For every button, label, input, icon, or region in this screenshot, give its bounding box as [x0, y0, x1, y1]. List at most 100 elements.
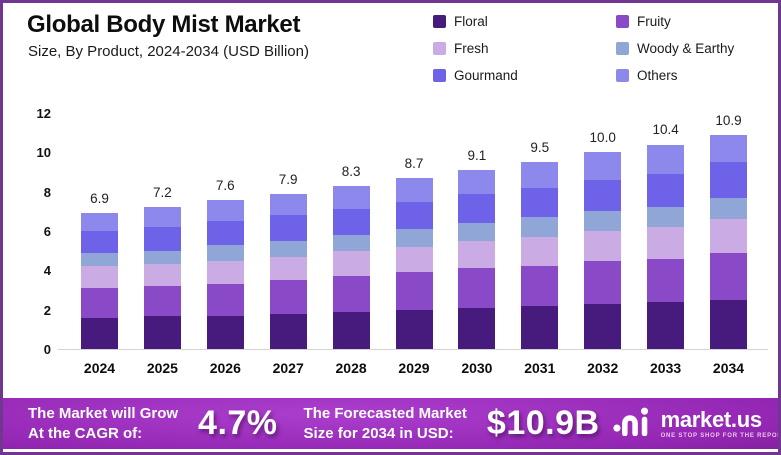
legend-item-label: Woody & Earthy — [637, 40, 735, 56]
stacked-bar-2029 — [395, 177, 433, 349]
marketus-logo: market.us ONE STOP SHOP FOR THE REPORTS — [612, 406, 778, 441]
stacked-bar-2033 — [647, 144, 685, 349]
legend-swatch-others — [616, 68, 629, 82]
bar-value-label-2031: 9.5 — [530, 140, 550, 156]
bar-value-label-2025: 7.2 — [153, 185, 172, 201]
bar-segment-gourmand — [710, 162, 747, 198]
bar-value-label-2034: 10.9 — [715, 112, 742, 128]
bar-segment-fruity — [269, 280, 307, 314]
y-tick-label-4: 4 — [43, 263, 51, 279]
bar-segment-gourmand — [81, 231, 118, 253]
stacked-bar-2034 — [710, 134, 747, 349]
bar-segment-floral — [81, 317, 118, 349]
bar-segment-woody-earthy — [710, 197, 747, 220]
bar-segment-woody-earthy — [332, 234, 370, 251]
stacked-bar-2024 — [81, 213, 118, 349]
stacked-bar-2030 — [458, 170, 496, 349]
cagr-label: The Market will Grow At the CAGR of: — [28, 404, 178, 443]
legend-item-label: Fruity — [637, 13, 671, 29]
bar-segment-others — [710, 134, 747, 163]
x-axis-label-2026: 2026 — [209, 360, 241, 376]
bar-segment-fresh — [332, 250, 370, 277]
bar-segment-gourmand — [647, 174, 685, 208]
bar-segment-fruity — [143, 286, 181, 316]
bar-segment-woody-earthy — [521, 217, 559, 237]
x-axis-label-2034: 2034 — [712, 360, 745, 376]
bar-segment-gourmand — [206, 221, 244, 245]
y-tick-label-10: 10 — [36, 145, 51, 161]
bar-segment-fresh — [269, 256, 307, 281]
bar-value-label-2029: 8.7 — [404, 155, 424, 171]
legend-item-label: Others — [637, 67, 678, 83]
bar-segment-gourmand — [521, 187, 559, 218]
x-axis-label-2024: 2024 — [83, 360, 116, 376]
bar-segment-others — [81, 213, 118, 232]
bar-segment-others — [332, 185, 370, 210]
bar-segment-fruity — [332, 276, 370, 312]
bar-segment-fruity — [647, 258, 685, 302]
marketus-logo-tagline: ONE STOP SHOP FOR THE REPORTS — [660, 432, 778, 439]
bar-segment-others — [521, 162, 559, 188]
bar-segment-fresh — [143, 264, 181, 287]
bar-segment-others — [206, 199, 244, 222]
x-axis-label-2025: 2025 — [146, 360, 178, 376]
bar-value-label-2032: 10.0 — [589, 130, 616, 146]
bar-segment-floral — [206, 315, 244, 349]
bar-value-label-2028: 8.3 — [341, 163, 361, 179]
bar-segment-others — [458, 170, 496, 194]
legend-item-floral: Floral — [433, 12, 616, 30]
bar-segment-gourmand — [584, 179, 622, 212]
legend-item-woody-earthy: Woody & Earthy — [616, 39, 768, 57]
page-title: Global Body Mist Market — [27, 11, 301, 38]
bar-segment-floral — [647, 301, 685, 349]
legend-swatch-gourmand — [433, 68, 446, 82]
bar-segment-woody-earthy — [269, 240, 307, 257]
bar-segment-fruity — [81, 288, 118, 318]
legend-swatch-fruity — [616, 14, 629, 28]
cagr-banner: The Market will Grow At the CAGR of: 4.7… — [3, 398, 778, 449]
legend-item-label: Floral — [454, 13, 488, 29]
x-axis-line — [58, 349, 768, 350]
legend-swatch-fresh — [433, 41, 446, 55]
bar-segment-floral — [521, 305, 559, 349]
bar-segment-gourmand — [395, 201, 433, 230]
legend-item-fruity: Fruity — [616, 12, 768, 30]
bar-segment-floral — [332, 311, 370, 349]
forecast-label: The Forecasted Market Size for 2034 in U… — [304, 404, 467, 443]
x-axis-label-2029: 2029 — [398, 360, 430, 376]
bar-segment-others — [269, 193, 307, 216]
legend-item-label: Fresh — [454, 40, 489, 56]
x-axis-label-2032: 2032 — [587, 360, 619, 376]
bar-segment-floral — [584, 303, 622, 349]
stacked-bar-2028 — [332, 185, 370, 349]
forecast-label-line1: The Forecasted Market — [303, 405, 467, 422]
y-tick-label-8: 8 — [43, 184, 51, 200]
bar-segment-fruity — [710, 252, 747, 300]
bar-segment-floral — [143, 315, 181, 349]
x-axis-label-2028: 2028 — [335, 360, 367, 376]
legend-swatch-floral — [433, 14, 446, 28]
bar-segment-fresh — [81, 266, 118, 289]
bar-segment-floral — [710, 299, 747, 349]
stacked-bar-2031 — [521, 162, 559, 349]
bar-segment-woody-earthy — [458, 223, 496, 241]
bar-segment-fresh — [521, 236, 559, 267]
bar-segment-floral — [395, 309, 433, 349]
x-axis-label-2030: 2030 — [461, 360, 493, 376]
bar-segment-woody-earthy — [143, 250, 181, 265]
stacked-bar-2032 — [584, 152, 622, 349]
bar-segment-gourmand — [332, 209, 370, 235]
bar-value-label-2026: 7.6 — [215, 177, 235, 193]
bar-segment-fruity — [458, 268, 496, 308]
bar-segment-fruity — [395, 272, 433, 310]
cagr-label-line2: At the CAGR of: — [28, 424, 143, 442]
bar-segment-fresh — [395, 246, 433, 273]
legend-swatch-woody-earthy — [616, 41, 629, 55]
bar-segment-woody-earthy — [647, 207, 685, 228]
y-axis: 0 2 4 6 8 10 12 — [19, 98, 51, 357]
forecast-label-line2: Size for 2034 in USD: — [303, 424, 454, 442]
bar-segment-gourmand — [143, 227, 181, 251]
y-tick-label-6: 6 — [43, 224, 51, 239]
x-axis-label-2027: 2027 — [272, 360, 304, 376]
marketus-logo-text-block: market.us ONE STOP SHOP FOR THE REPORTS — [660, 408, 778, 439]
